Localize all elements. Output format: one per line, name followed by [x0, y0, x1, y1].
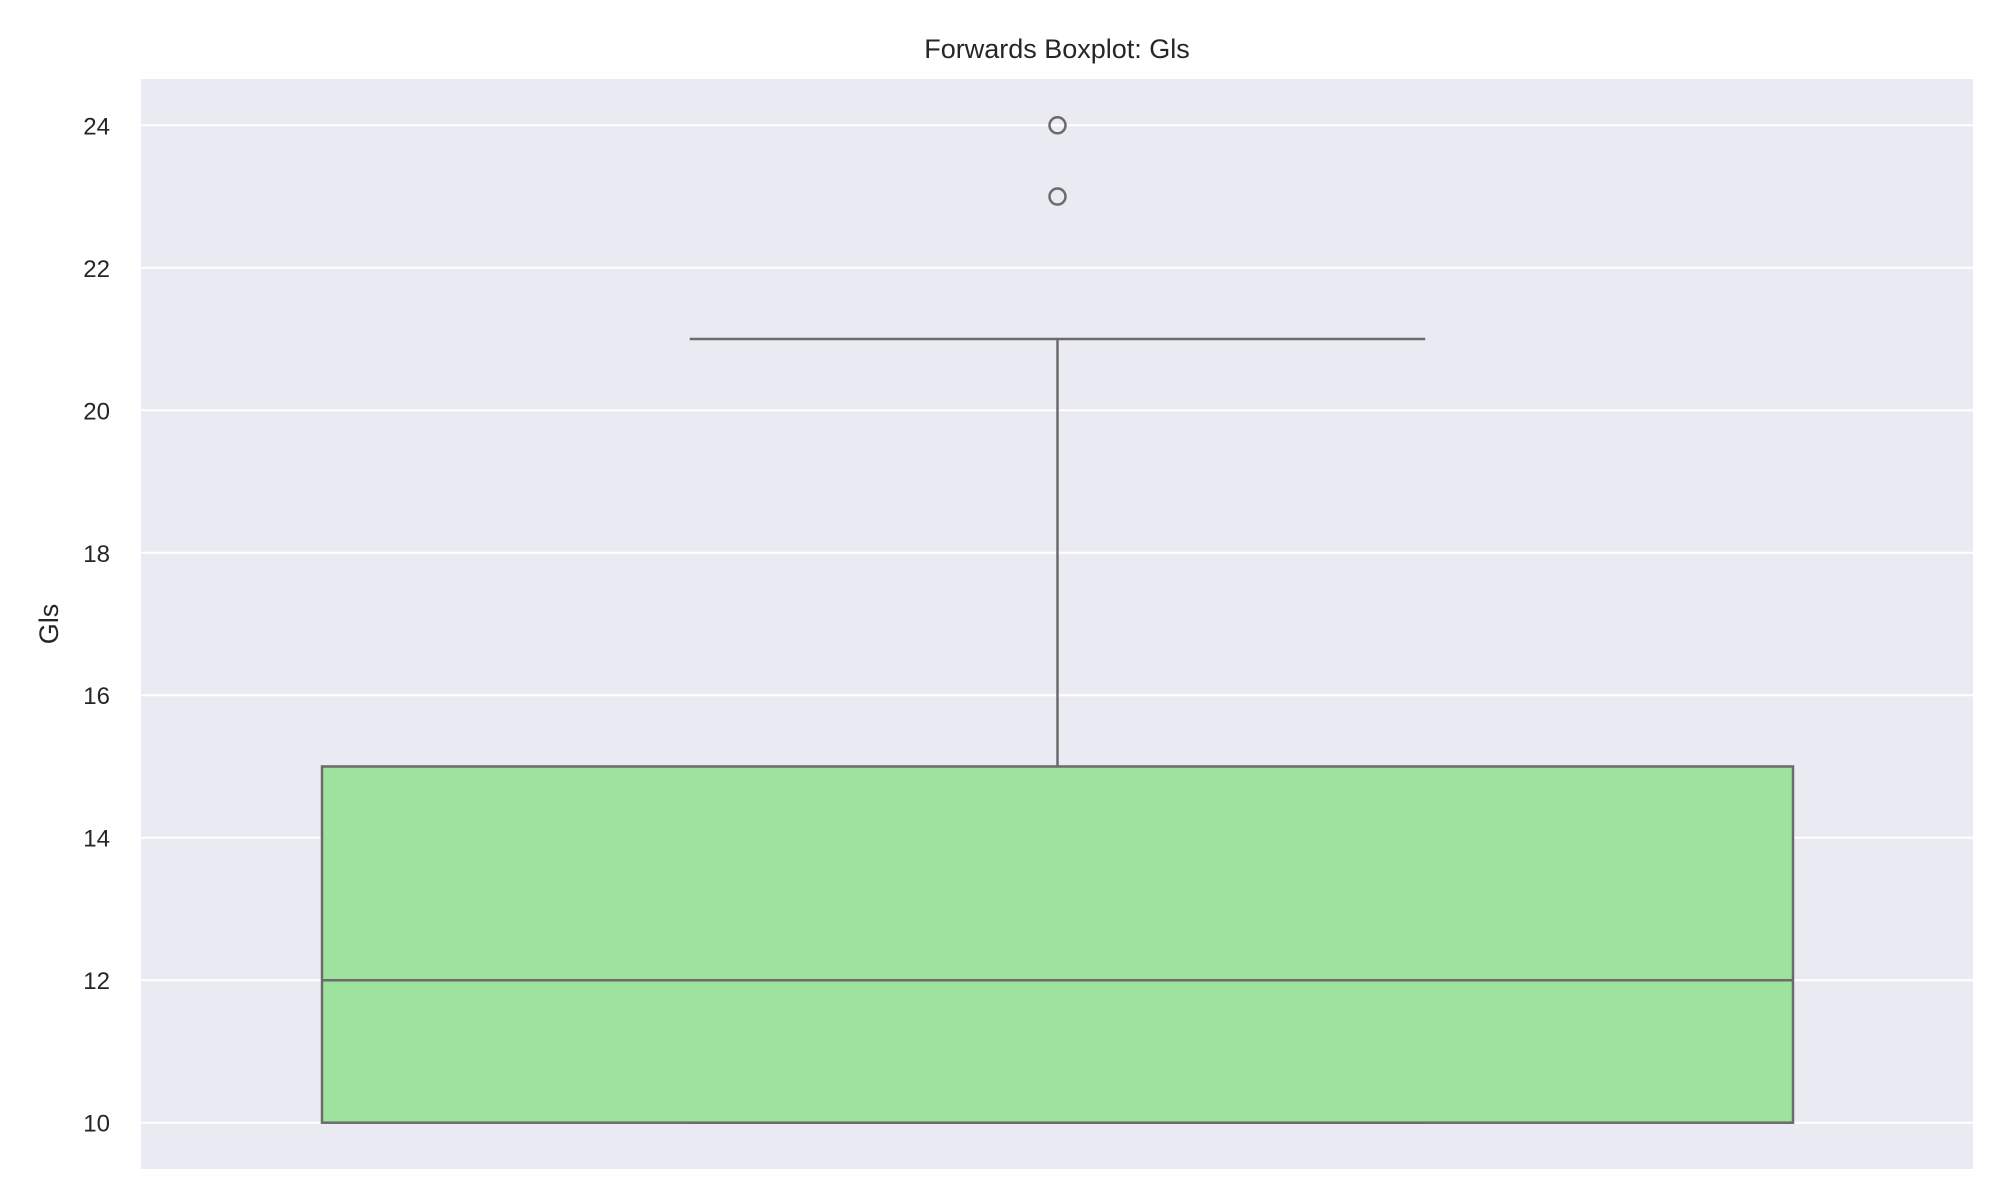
y-tick-label-24: 24 — [83, 113, 110, 140]
y-axis-label: Gls — [34, 604, 64, 645]
y-tick-label-16: 16 — [83, 683, 110, 710]
box-element — [320, 116, 1795, 1124]
y-tick-label-10: 10 — [83, 1111, 110, 1138]
y-tick-label-12: 12 — [83, 968, 110, 995]
interquartile-box — [320, 765, 1795, 1124]
chart-title: Forwards Boxplot: Gls — [924, 34, 1190, 64]
y-axis-ticks: 10 12 14 16 18 20 22 24 — [83, 113, 110, 1137]
y-tick-label-20: 20 — [83, 398, 110, 425]
y-tick-label-14: 14 — [83, 826, 110, 853]
outlier-point-24 — [1048, 116, 1067, 135]
y-tick-label-22: 22 — [83, 256, 110, 283]
y-tick-label-18: 18 — [83, 541, 110, 568]
outlier-point-23 — [1048, 187, 1067, 206]
